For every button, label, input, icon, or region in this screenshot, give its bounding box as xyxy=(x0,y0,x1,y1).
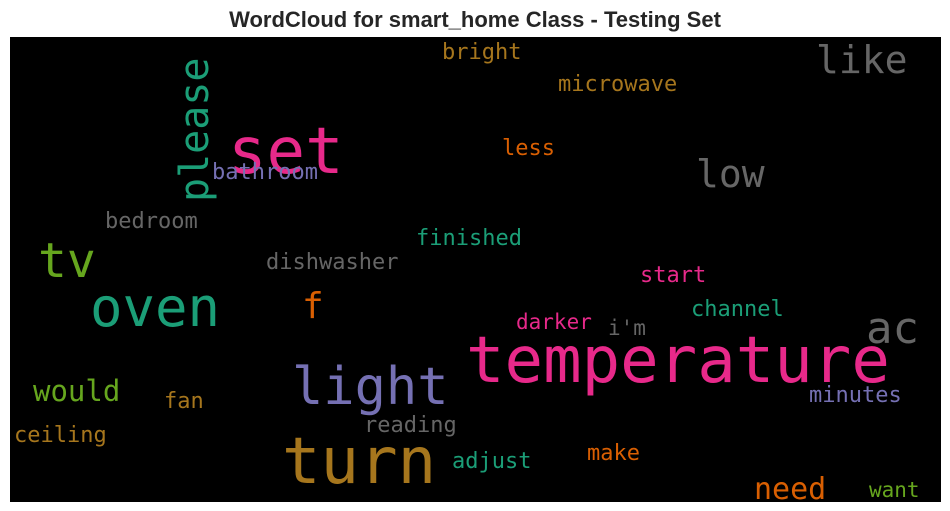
word-minutes: minutes xyxy=(809,383,902,408)
word-please: please xyxy=(172,58,218,203)
wordcloud: temperature turn set oven light please tv ac lik… xyxy=(10,37,941,502)
word-start: start xyxy=(640,263,706,288)
word-channel: channel xyxy=(691,297,784,322)
word-bedroom: bedroom xyxy=(105,209,198,234)
word-microwave: microwave xyxy=(558,72,677,97)
word-make: make xyxy=(587,441,640,466)
word-light: light xyxy=(292,357,449,417)
word-less: less xyxy=(502,136,555,161)
wordcloud-canvas: temperature turn set oven light please tv ac lik… xyxy=(14,38,920,502)
word-reading: reading xyxy=(364,413,457,438)
word-dishwasher: dishwasher xyxy=(266,250,398,275)
word-finished: finished xyxy=(416,226,522,251)
word-would: would xyxy=(33,374,120,408)
word-oven: oven xyxy=(90,276,220,339)
word-turn: turn xyxy=(282,425,436,499)
word-fan: fan xyxy=(164,389,204,414)
word-i-m: i'm xyxy=(608,316,646,340)
word-darker: darker xyxy=(516,310,592,334)
word-bright: bright xyxy=(442,40,521,65)
word-f: f xyxy=(302,286,324,327)
word-need: need xyxy=(754,472,826,502)
word-bathroom: bathroom xyxy=(212,160,318,185)
word-ac: ac xyxy=(866,303,919,354)
word-ceiling: ceiling xyxy=(14,423,107,448)
word-set: set xyxy=(228,115,344,189)
page-title: WordCloud for smart_home Class - Testing… xyxy=(229,7,721,32)
word-temperature: temperature xyxy=(466,324,890,398)
word-want: want xyxy=(869,478,920,502)
word-tv: tv xyxy=(38,233,96,289)
word-adjust: adjust xyxy=(452,449,531,474)
word-low: low xyxy=(696,152,765,196)
word-like: like xyxy=(816,38,908,82)
